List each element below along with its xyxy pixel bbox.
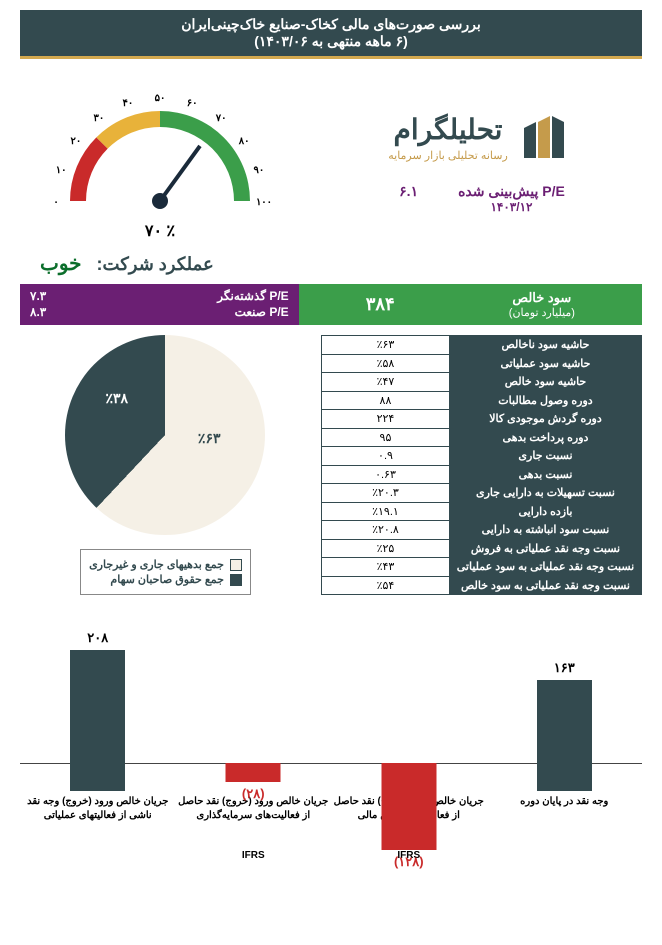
svg-text:۳۰: ۳۰ [93, 113, 104, 124]
svg-text:۰: ۰ [53, 197, 58, 208]
ratio-value: ٪۲۰.۸ [321, 521, 449, 540]
ratio-value: ٪۵۴ [321, 576, 449, 595]
ratio-value: ٪۲۰.۳ [321, 484, 449, 503]
ratio-name: نسبت وجه نقد عملیاتی به سود عملیاتی [449, 558, 641, 577]
ratio-name: نسبت وجه نقد عملیاتی به سود خالص [449, 576, 641, 595]
bar-value: ۲۰۸ [87, 630, 108, 646]
brand-block: تحلیلگرام رسانه تحلیلی بازار سرمایه P/E … [332, 108, 632, 214]
ratio-value: ٪۶۳ [321, 336, 449, 355]
ratio-name: دوره وصول مطالبات [449, 391, 641, 410]
bar-value: (۱۲۸) [394, 854, 424, 870]
ratio-name: حاشیه سود ناخالص [449, 336, 641, 355]
pe-forward-label: P/E پیش‌بینی شده [458, 183, 565, 199]
bar-xlabel: جریان خالص ورود (خروج) نقد حاصل از فعالی… [176, 795, 332, 850]
ratio-value: ٪۴۷ [321, 373, 449, 392]
pe-row-label: P/E صنعت [235, 305, 289, 319]
perf-value: خوب [40, 251, 82, 276]
legend-label: جمع حقوق صاحبان سهام [110, 573, 223, 586]
svg-text:۶۰: ۶۰ [187, 98, 198, 109]
ratio-value: ٪۵۸ [321, 354, 449, 373]
svg-text:۲۰: ۲۰ [70, 136, 81, 147]
bar-col: (۱۲۸)جریان خالص ورود (خروج) نقد حاصل از … [331, 620, 487, 850]
pie-legend: جمع بدهیهای جاری و غیرجاری جمع حقوق صاحبا… [80, 549, 251, 595]
ratio-value: ۲۲۴ [321, 410, 449, 429]
gauge-svg: ۰ ۱۰ ۲۰ ۳۰ ۴۰ ۵۰ ۶۰ ۷۰ ۸۰ ۹۰ ۱۰۰ ٪ ۷۰ [40, 71, 280, 246]
net-profit-value: ۳۸۴ [366, 294, 395, 315]
svg-text:٪ ۷۰: ٪ ۷۰ [144, 223, 176, 240]
net-profit-unit: (میلیارد تومان) [509, 306, 575, 319]
net-profit-box: سود خالص (میلیارد تومان) ۳۸۴ [299, 284, 642, 325]
svg-text:۹۰: ۹۰ [254, 165, 265, 176]
legend-swatch [230, 559, 242, 571]
bar-col: (۲۸)جریان خالص ورود (خروج) نقد حاصل از ف… [176, 620, 332, 850]
pe-row-label: P/E گذشته‌نگر [217, 289, 288, 303]
pe-row-value: ۷.۳ [30, 289, 46, 303]
ratio-name: نسبت وجه نقد عملیاتی به فروش [449, 539, 641, 558]
metrics-band: سود خالص (میلیارد تومان) ۳۸۴ P/E گذشته‌ن… [20, 284, 642, 325]
top-row: ۰ ۱۰ ۲۰ ۳۰ ۴۰ ۵۰ ۶۰ ۷۰ ۸۰ ۹۰ ۱۰۰ ٪ ۷۰ تحلیلگرام رسا… [0, 61, 662, 251]
ratio-name: نسبت تسهیلات به دارایی جاری [449, 484, 641, 503]
ratio-name: نسبت بدهی [449, 465, 641, 484]
ratio-name: دوره پرداخت بدهی [449, 428, 641, 447]
header-title1: بررسی صورت‌های مالی کخاک-صنایع خاک‌چینی‌… [181, 16, 481, 32]
bar-xlabel: جریان خالص ورود (خروج) وجه نقد ناشی از ف… [20, 795, 176, 850]
cashflow-bar-chart: ۱۶۳ وجه نقد در پایان دوره (۱۲۸)جریان خالص … [20, 620, 642, 850]
ratio-value: ٪۴۳ [321, 558, 449, 577]
brand-tagline: رسانه تحلیلی بازار سرمایه [388, 150, 508, 162]
pe-forward-block: P/E پیش‌بینی شده ۱۴۰۳/۱۲ ۶.۱ [332, 183, 632, 214]
svg-text:۸۰: ۸۰ [238, 136, 250, 147]
svg-text:۴۰: ۴۰ [122, 98, 133, 109]
ratio-name: حاشیه سود خالص [449, 373, 641, 392]
brand-name: تحلیلگرام [394, 114, 503, 145]
bar-rect [381, 763, 436, 850]
legend-label: جمع بدهیهای جاری و غیرجاری [89, 558, 224, 571]
svg-text:۱۰۰: ۱۰۰ [256, 197, 272, 208]
svg-text:۷۰: ۷۰ [215, 113, 227, 124]
ratio-value: ٪۲۵ [321, 539, 449, 558]
ratio-value: ۹۵ [321, 428, 449, 447]
bar-col: ۱۶۳ وجه نقد در پایان دوره [487, 620, 643, 850]
net-profit-label: سود خالص [512, 290, 571, 305]
ratio-value: ۸۸ [321, 391, 449, 410]
pie-wrap: ٪۶۳٪۳۸ جمع بدهیهای جاری و غیرجاری جمع حقو… [20, 335, 311, 595]
pe-row-value: ۸.۳ [30, 305, 46, 319]
bar-xlabel: وجه نقد در پایان دوره [520, 795, 608, 850]
brand-logo: تحلیلگرام رسانه تحلیلی بازار سرمایه [332, 108, 632, 168]
ratio-name: نسبت سود انباشته به دارایی [449, 521, 641, 540]
pe-forward-date: ۱۴۰۳/۱۲ [458, 200, 565, 214]
mid-row: حاشیه سود ناخالص٪۶۳حاشیه سود عملیاتی٪۵۸ح… [20, 335, 642, 595]
header-title2: (۶ ماهه منتهی به ۱۴۰۳/۰۶) [254, 33, 408, 49]
bar-value: ۱۶۳ [554, 660, 575, 676]
bar-rect [226, 763, 281, 782]
performance-row: عملکرد شرکت: خوب [0, 251, 662, 284]
logo-icon [516, 108, 576, 168]
ratio-name: دوره گردش موجودی کالا [449, 410, 641, 429]
ratio-value: ۰.۹ [321, 447, 449, 466]
ratio-name: بازده دارایی [449, 502, 641, 521]
pe-box: P/E گذشته‌نگر ۷.۳ P/E صنعت ۸.۳ [20, 284, 299, 325]
ratio-value: ٪۱۹.۱ [321, 502, 449, 521]
ratio-name: حاشیه سود عملیاتی [449, 354, 641, 373]
svg-text:۱۰: ۱۰ [56, 165, 67, 176]
bar-value: (۲۸) [242, 786, 265, 802]
pe-forward-value: ۶.۱ [399, 183, 418, 214]
pie-chart: ٪۶۳٪۳۸ [65, 335, 265, 535]
legend-swatch [230, 574, 242, 586]
gauge-chart: ۰ ۱۰ ۲۰ ۳۰ ۴۰ ۵۰ ۶۰ ۷۰ ۸۰ ۹۰ ۱۰۰ ٪ ۷۰ [30, 71, 290, 251]
ratio-name: نسبت جاری [449, 447, 641, 466]
report-header: بررسی صورت‌های مالی کخاک-صنایع خاک‌چینی‌… [20, 10, 642, 59]
ratios-table: حاشیه سود ناخالص٪۶۳حاشیه سود عملیاتی٪۵۸ح… [321, 335, 642, 595]
ratio-value: ۰.۶۳ [321, 465, 449, 484]
bar-rect [70, 650, 125, 791]
bar-rect [537, 680, 592, 791]
svg-text:۵۰: ۵۰ [155, 93, 166, 104]
perf-label: عملکرد شرکت: [97, 254, 214, 275]
bar-col: ۲۰۸ جریان خالص ورود (خروج) وجه نقد ناشی ا… [20, 620, 176, 850]
ifrs-row: IFRSIFRS [20, 850, 642, 861]
